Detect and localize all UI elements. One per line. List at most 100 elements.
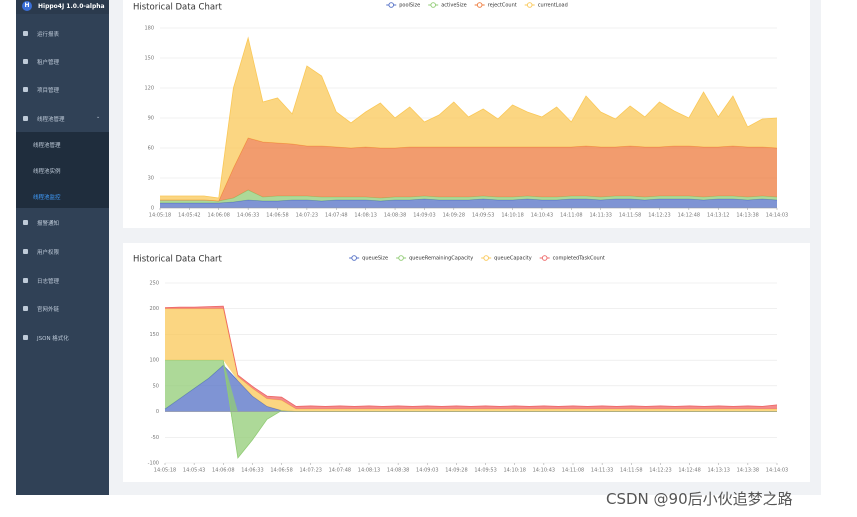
- x-tick-label: 14:06:08: [212, 468, 234, 474]
- sidebar: H Hippo4J 1.0.0-alpha 运行报表 租户管理 项目管理 线程池管…: [16, 0, 109, 495]
- x-tick-label: 14:08:13: [358, 468, 380, 474]
- x-tick-label: 14:06:58: [270, 468, 292, 474]
- submenu-item[interactable]: 线程池实例: [16, 164, 109, 178]
- submenu-item[interactable]: 线程池管理: [16, 138, 109, 152]
- chart-title: Historical Data Chart: [133, 255, 223, 265]
- x-tick-label: 14:13:12: [707, 213, 729, 219]
- legend-icon: [398, 255, 404, 261]
- x-tick-label: 14:07:48: [329, 468, 351, 474]
- menu-item[interactable]: 运行报表: [16, 27, 109, 41]
- menu-item[interactable]: 报警通知: [16, 216, 109, 230]
- x-tick-label: 14:12:23: [648, 213, 670, 219]
- legend: poolSize activeSize rejectCount currentLoad: [386, 2, 568, 9]
- area: [160, 138, 777, 201]
- x-tick-label: 14:09:03: [413, 213, 435, 219]
- legend-icon: [476, 2, 483, 8]
- x-tick-label: 14:12:48: [678, 468, 700, 474]
- menu-label: 用户权限: [37, 250, 60, 256]
- x-tick-label: 14:10:43: [531, 213, 553, 219]
- y-tick-label: 100: [149, 358, 159, 364]
- menu-label: 线程池管理: [37, 117, 65, 123]
- y-tick-label: 90: [148, 116, 154, 122]
- legend-label: currentLoad: [538, 3, 568, 9]
- menu-item[interactable]: JSON 格式化: [16, 331, 109, 345]
- legend-label: queueCapacity: [494, 256, 532, 262]
- x-tick-label: 14:08:13: [354, 213, 376, 219]
- menu-label: 租户管理: [37, 60, 60, 66]
- y-tick-label: 200: [149, 306, 159, 312]
- x-tick-label: 14:13:38: [737, 468, 759, 474]
- menu-item[interactable]: 官网外链: [16, 302, 109, 316]
- area: [160, 190, 777, 203]
- y-tick-label: 120: [144, 86, 154, 92]
- area: [160, 38, 777, 201]
- menu-label: 报警通知: [37, 221, 60, 227]
- menu-item[interactable]: 租户管理: [16, 55, 109, 69]
- x-tick-label: 14:11:08: [560, 213, 582, 219]
- menu-item[interactable]: 日志管理: [16, 274, 109, 288]
- x-tick-label: 14:07:23: [296, 213, 318, 219]
- legend: queueSize queueRemainingCapacity queueCapa…: [349, 255, 605, 262]
- y-tick-label: 250: [149, 281, 159, 287]
- series-line: [160, 36, 778, 199]
- legend-icon: [541, 255, 548, 261]
- legend-icon: [351, 255, 357, 261]
- menu-label: 线程池监控: [33, 195, 61, 201]
- menu-item[interactable]: 线程池管理 ⌄: [16, 112, 109, 126]
- x-tick-label: 14:10:18: [503, 468, 525, 474]
- y-tick-label: 180: [144, 26, 154, 32]
- menu-item[interactable]: 项目管理: [16, 83, 109, 97]
- y-tick-label: -100: [148, 461, 159, 467]
- x-tick-label: 14:06:33: [237, 213, 259, 219]
- chart-title: Historical Data Chart: [133, 3, 223, 13]
- x-tick-label: 14:05:18: [149, 213, 171, 219]
- main-area: Historical Data Chart 0 30 60 90 120 150 180 14:…: [109, 0, 821, 495]
- y-tick-label: 60: [148, 146, 154, 152]
- x-tick-label: 14:05:18: [154, 468, 176, 474]
- y-tick-label: -50: [151, 435, 159, 441]
- y-tick-label: 150: [149, 332, 159, 338]
- area: [160, 199, 777, 208]
- watermark: CSDN @90后小伙追梦之路: [606, 490, 793, 508]
- x-tick-label: 14:12:23: [649, 468, 671, 474]
- area: [165, 365, 777, 412]
- x-tick-label: 14:09:28: [443, 213, 465, 219]
- x-tick-label: 14:06:58: [266, 213, 288, 219]
- x-tick-label: 14:12:48: [678, 213, 700, 219]
- legend-icon: [526, 2, 533, 8]
- x-tick-label: 14:06:33: [241, 468, 263, 474]
- submenu: 线程池管理 线程池实例 线程池监控: [16, 132, 109, 208]
- x-tick-label: 14:08:38: [384, 213, 406, 219]
- x-tick-label: 14:09:03: [416, 468, 438, 474]
- legend-label: queueSize: [362, 256, 388, 262]
- y-tick-label: 150: [144, 56, 154, 62]
- chart-card: Historical Data Chart 0 30 60 90 120 150 180 14:…: [123, 0, 810, 228]
- x-tick-label: 14:11:08: [562, 468, 584, 474]
- legend-label: rejectCount: [488, 3, 517, 9]
- x-tick-label: 14:13:13: [707, 468, 729, 474]
- submenu-item[interactable]: 线程池监控: [16, 190, 109, 204]
- menu-label: JSON 格式化: [37, 336, 69, 342]
- x-tick-label: 14:09:53: [474, 468, 496, 474]
- y-tick-label: 30: [148, 176, 154, 182]
- x-tick-label: 14:11:33: [589, 213, 611, 219]
- menu-item[interactable]: 用户权限: [16, 245, 109, 259]
- y-tick-label: 50: [153, 383, 159, 389]
- x-tick-label: 14:13:38: [736, 213, 758, 219]
- x-tick-label: 14:11:58: [620, 468, 642, 474]
- x-tick-label: 14:10:43: [533, 468, 555, 474]
- x-tick-label: 14:09:28: [445, 468, 467, 474]
- legend-label: queueRemainingCapacity: [409, 256, 473, 262]
- menu-label: 运行报表: [37, 32, 60, 38]
- x-tick-label: 14:14:03: [766, 468, 788, 474]
- y-tick-label: 0: [151, 206, 154, 212]
- menu-label: 官网外链: [37, 307, 60, 313]
- x-tick-label: 14:05:43: [183, 468, 205, 474]
- y-tick-label: 0: [156, 409, 159, 415]
- logo: H: [22, 1, 32, 11]
- brand: H Hippo4J 1.0.0-alpha: [16, 0, 109, 14]
- menu-label: 日志管理: [37, 279, 60, 285]
- legend-label: activeSize: [441, 3, 466, 9]
- x-tick-label: 14:14:03: [766, 213, 788, 219]
